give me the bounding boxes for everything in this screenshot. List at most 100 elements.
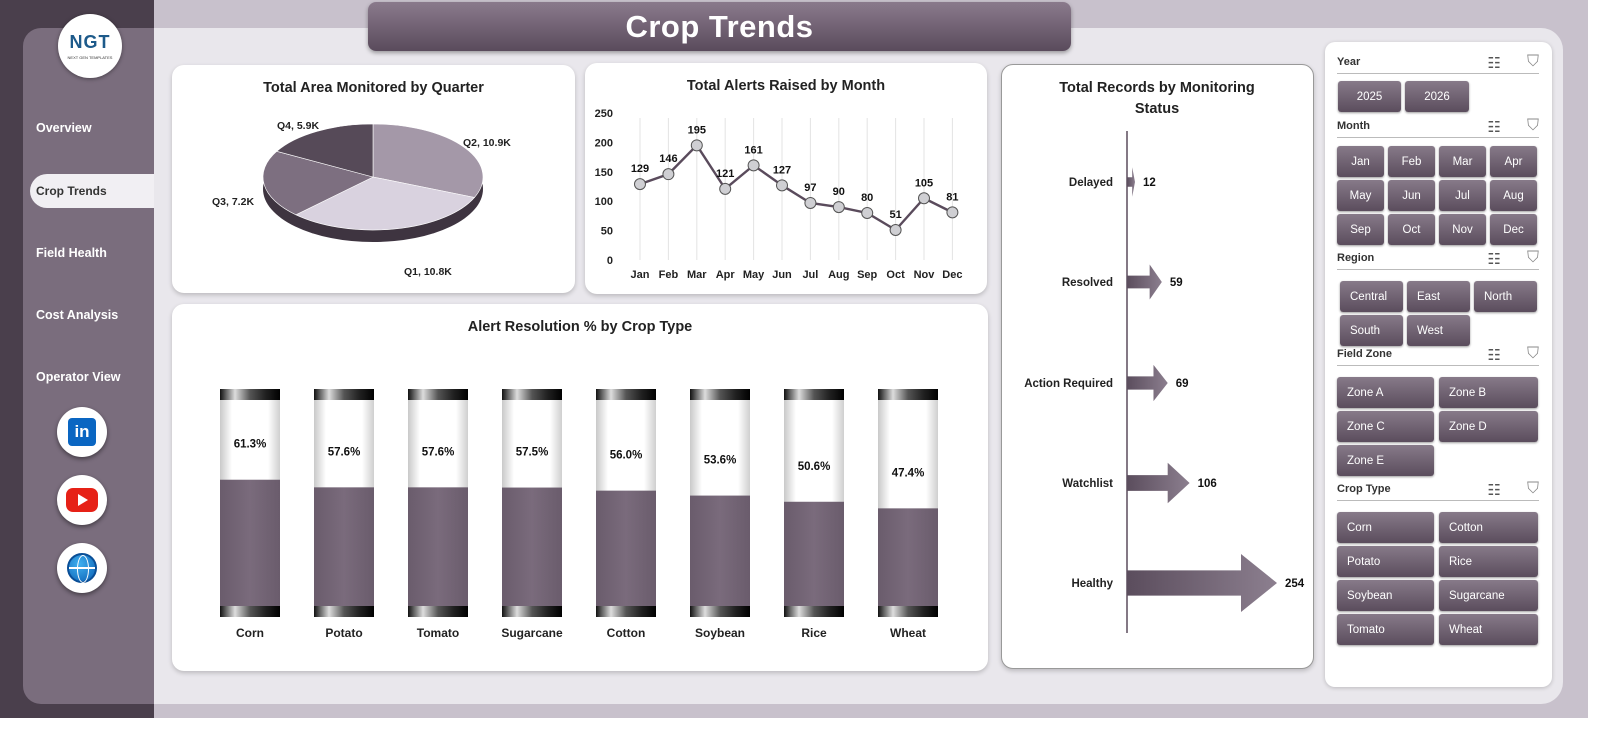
bar-value-label: 57.6% [328, 446, 361, 458]
bar-chart: 61.3% Corn 57.6% Potato 57.6% Tomato 57.5% Suga… [220, 389, 938, 640]
month-may-button[interactable]: May [1337, 180, 1384, 211]
bar-value-label: 57.6% [422, 446, 455, 458]
clear-filter-icon[interactable]: ⛉ [1526, 117, 1539, 134]
month-aug-button[interactable]: Aug [1490, 180, 1537, 211]
pie-slice-q3 [262, 151, 374, 216]
clear-filter-icon[interactable]: ⛉ [1526, 345, 1539, 362]
zone-zone-a-button[interactable]: Zone A [1337, 377, 1434, 408]
bar-bottom-cap [502, 606, 562, 617]
clear-filter-icon[interactable]: ⛉ [1526, 249, 1539, 266]
x-tick-label: Jul [802, 269, 818, 281]
youtube-button[interactable] [57, 475, 107, 525]
month-jul-button[interactable]: Jul [1439, 180, 1486, 211]
globe-icon [67, 553, 97, 583]
bar-bottom-cap [408, 606, 468, 617]
logo-subtext: NEXT GEN TEMPLATES [67, 55, 113, 60]
pie-label-q3: Q3, 7.2K [212, 196, 254, 208]
field-zone-slicer-label: Field Zone [1337, 348, 1392, 360]
multi-select-icon[interactable]: ☷ [1487, 251, 1501, 268]
nav-cost-analysis[interactable]: Cost Analysis [36, 308, 119, 322]
line-chart-card: Total Alerts Raised by Month 0 50 100 150 20… [585, 63, 987, 294]
month-jun-button[interactable]: Jun [1388, 180, 1435, 211]
bar-chart-card: Alert Resolution % by Crop Type 61.3% Cor… [172, 304, 988, 671]
region-south-button[interactable]: South [1340, 315, 1403, 346]
pie-slice-q2 [372, 123, 484, 198]
bar-category-label: Cotton [607, 626, 646, 640]
clear-filter-icon[interactable]: ⛉ [1526, 480, 1539, 497]
crop-wheat-button[interactable]: Wheat [1439, 614, 1538, 645]
page-title: Crop Trends [625, 8, 814, 44]
status-arrow [1127, 554, 1277, 612]
month-mar-button[interactable]: Mar [1439, 146, 1486, 177]
month-oct-button[interactable]: Oct [1388, 214, 1435, 245]
bar-category-label: Tomato [417, 626, 459, 640]
crop-soybean-button[interactable]: Soybean [1337, 580, 1434, 611]
month-apr-button[interactable]: Apr [1490, 146, 1537, 177]
data-point [832, 201, 845, 214]
region-east-button[interactable]: East [1407, 281, 1470, 312]
multi-select-icon[interactable]: ☷ [1487, 119, 1501, 136]
crop-sugarcane-button[interactable]: Sugarcane [1439, 580, 1538, 611]
zone-zone-d-button[interactable]: Zone D [1439, 411, 1538, 442]
month-nov-button[interactable]: Nov [1439, 214, 1486, 245]
multi-select-icon[interactable]: ☷ [1487, 55, 1501, 72]
bar-fill [878, 508, 938, 606]
year-2025-button[interactable]: 2025 [1338, 81, 1401, 112]
bar-bottom-cap [690, 606, 750, 617]
website-button[interactable] [57, 543, 107, 593]
crop-potato-button[interactable]: Potato [1337, 546, 1434, 577]
multi-select-icon[interactable]: ☷ [1487, 347, 1501, 364]
data-point [634, 178, 646, 191]
data-point [776, 179, 788, 192]
crop-type-slicer-header: Crop Type ☷ ⛉ [1337, 479, 1539, 501]
bar-category-label: Soybean [695, 626, 745, 640]
zone-zone-c-button[interactable]: Zone C [1337, 411, 1434, 442]
month-dec-button[interactable]: Dec [1490, 214, 1537, 245]
bar-top-cap [502, 389, 562, 400]
nav-crop-trends[interactable]: Crop Trends [30, 174, 154, 208]
month-jan-button[interactable]: Jan [1337, 146, 1384, 177]
zone-zone-e-button[interactable]: Zone E [1337, 445, 1434, 476]
x-tick-label: Apr [716, 269, 736, 281]
bar-category-label: Corn [236, 626, 264, 640]
linkedin-button[interactable]: in [57, 407, 107, 457]
year-2026-button[interactable]: 2026 [1405, 81, 1469, 112]
data-point [861, 206, 874, 219]
crop-cotton-button[interactable]: Cotton [1439, 512, 1538, 543]
crop-tomato-button[interactable]: Tomato [1337, 614, 1434, 645]
bar-value-label: 47.4% [892, 467, 925, 479]
zone-zone-b-button[interactable]: Zone B [1439, 377, 1538, 408]
x-tick-label: Feb [659, 269, 679, 281]
bar-value-label: 50.6% [798, 461, 831, 473]
region-central-button[interactable]: Central [1340, 281, 1403, 312]
status-value-label: 12 [1143, 177, 1156, 189]
clear-filter-icon[interactable]: ⛉ [1526, 53, 1539, 70]
multi-select-icon[interactable]: ☷ [1487, 482, 1501, 499]
crop-rice-button[interactable]: Rice [1439, 546, 1538, 577]
status-chart: Delayed 12 Resolved 59 Action Required 69 Watc… [1024, 131, 1305, 633]
region-north-button[interactable]: North [1474, 281, 1537, 312]
year-slicer-label: Year [1337, 56, 1361, 68]
status-value-label: 69 [1176, 378, 1189, 390]
nav-operator-view[interactable]: Operator View [36, 370, 121, 384]
x-tick-label: May [743, 269, 765, 281]
pie-chart-card: Total Area Monitored by Quarter Q2, 10.9… [172, 65, 575, 293]
data-label: 51 [889, 209, 901, 221]
region-slicer-label: Region [1337, 252, 1375, 264]
crop-corn-button[interactable]: Corn [1337, 512, 1434, 543]
month-sep-button[interactable]: Sep [1337, 214, 1384, 245]
nav-field-health[interactable]: Field Health [36, 246, 107, 260]
pie-chart: Q2, 10.9K Q1, 10.8K Q3, 7.2K Q4, 5.9K [212, 120, 511, 278]
status-value-label: 254 [1285, 578, 1305, 590]
bar-fill [314, 487, 374, 606]
pie-label-q2: Q2, 10.9K [463, 137, 511, 149]
data-point [889, 224, 902, 237]
field-zone-slicer-header: Field Zone ☷ ⛉ [1337, 344, 1539, 366]
month-feb-button[interactable]: Feb [1388, 146, 1435, 177]
bar-bottom-cap [220, 606, 280, 617]
line-chart: 0 50 100 150 200 250 Jan Feb Mar Apr May Jun Jul Aug S… [595, 108, 963, 281]
data-point [804, 196, 817, 209]
region-west-button[interactable]: West [1407, 315, 1470, 346]
nav-overview[interactable]: Overview [36, 121, 92, 135]
bar-fill [220, 479, 280, 606]
